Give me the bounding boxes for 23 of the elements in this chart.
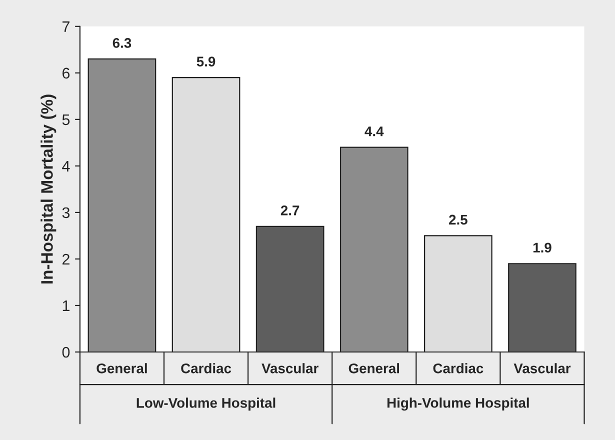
y-tick-label: 6 [62,68,70,79]
x-tick-label: Cardiac [181,363,232,374]
y-axis-title: In-Hospital Mortality (%) [40,94,56,284]
y-tick-label: 4 [62,160,70,172]
data-label: 1.9 [533,242,552,253]
y-tick-label: 0 [62,346,70,358]
y-tick-label: 7 [62,21,70,32]
x-tick-label: General [348,363,400,374]
data-label: 5.9 [196,56,216,66]
text: Low-Volume Hospital [136,398,276,411]
text: High-Volume Hospital [387,398,529,411]
data-label: 6.3 [112,38,132,48]
y-tick-label: 3 [62,207,70,218]
data-label: 4.4 [364,126,384,136]
data-label: 2.7 [280,206,300,216]
y-tick-label: 2 [62,254,70,265]
x-tick-label: Vascular [262,363,318,374]
x-tick-label: General [96,363,147,374]
x-tick-label: Cardiac [433,363,484,374]
data-label: 2.5 [449,214,468,225]
y-tick-label: 5 [62,114,70,126]
x-tick-label: Vascular [514,363,571,374]
y-tick-label: 1 [62,300,70,312]
